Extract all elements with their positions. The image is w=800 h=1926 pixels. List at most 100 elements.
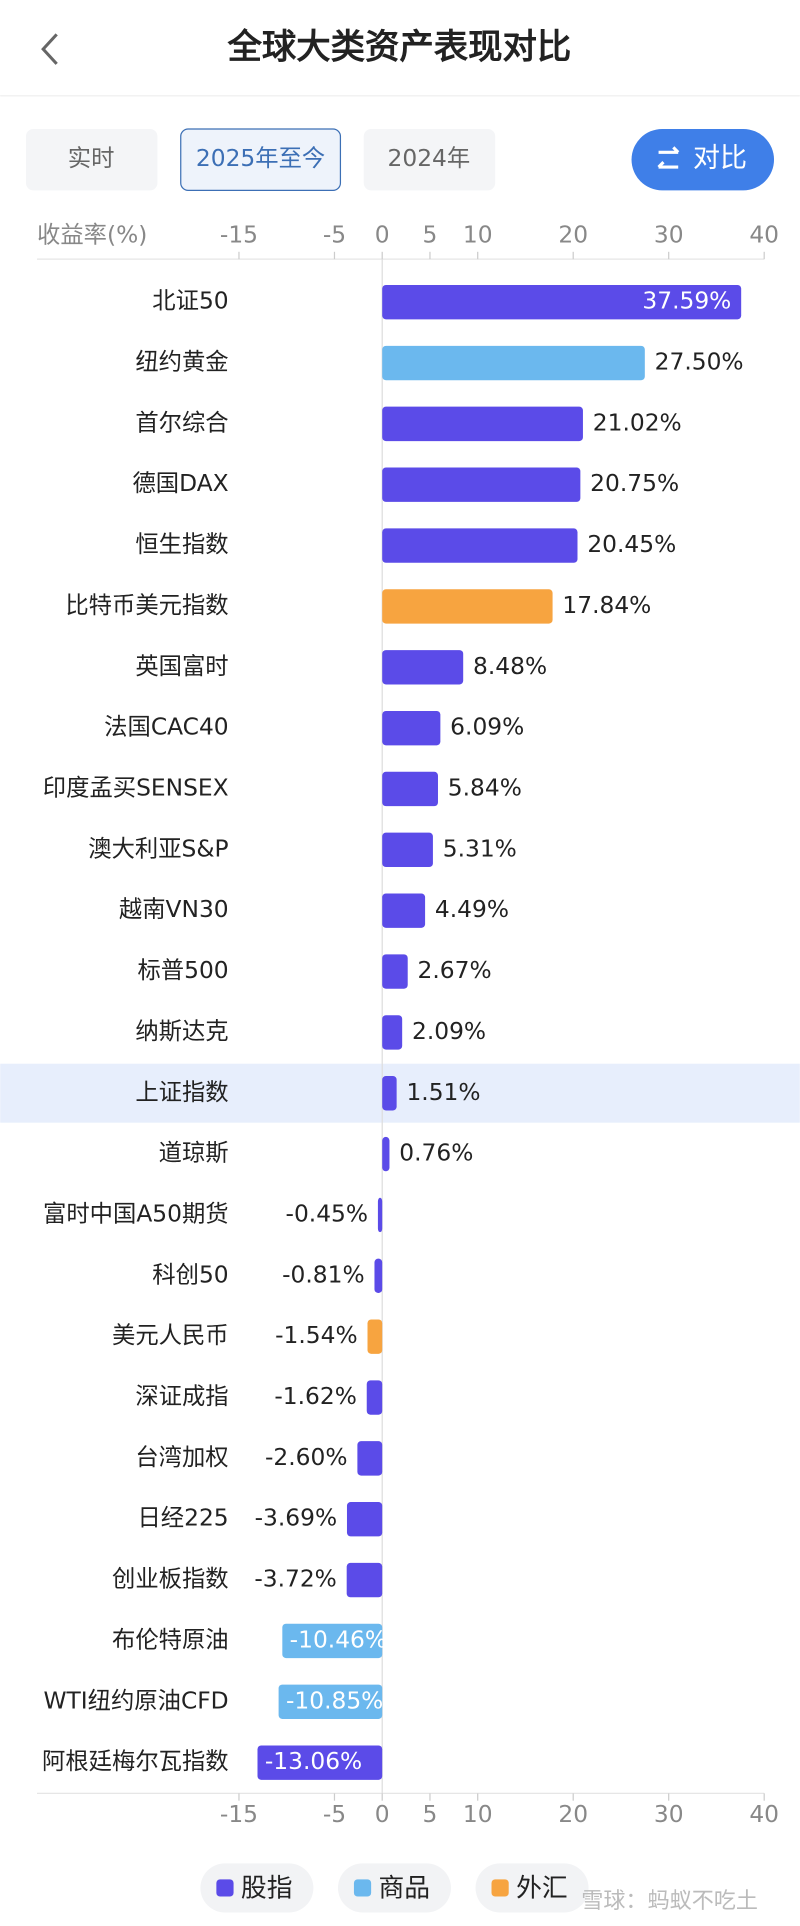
value-label: 27.50%: [655, 348, 744, 376]
category-label: 日经225: [137, 1504, 228, 1532]
value-label: 2.67%: [418, 956, 492, 984]
x-tick-label: 0: [375, 220, 390, 248]
value-label: -10.85%: [286, 1686, 383, 1714]
legend-swatch: [491, 1879, 509, 1897]
category-label: 纽约黄金: [135, 348, 228, 376]
category-label: 越南VN30: [119, 895, 229, 923]
x-tick-label: 30: [654, 220, 684, 248]
value-label: -1.62%: [274, 1382, 357, 1410]
x-tick-label: 0: [375, 1800, 390, 1828]
category-label: 深证成指: [135, 1382, 228, 1410]
value-label: 4.49%: [435, 895, 509, 923]
value-label: 20.75%: [590, 469, 679, 497]
bar: [382, 406, 583, 442]
bar: [382, 1076, 397, 1111]
category-label: WTI纽约原油CFD: [43, 1686, 228, 1714]
page-title: 全球大类资产表现对比: [227, 28, 572, 68]
value-label: 6.09%: [450, 713, 524, 741]
category-label: 法国CAC40: [104, 713, 228, 741]
legend-swatch: [353, 1879, 372, 1897]
bar: [257, 1745, 383, 1780]
tab-label[interactable]: 2025年至今: [196, 144, 325, 172]
tab[interactable]: [363, 128, 496, 191]
category-label: 阿根廷梅尔瓦指数: [42, 1747, 229, 1775]
x-tick-label: 10: [463, 220, 493, 248]
swap-icon: [657, 146, 680, 169]
legend-swatch: [216, 1879, 234, 1897]
category-label: 科创50: [152, 1260, 228, 1288]
value-label: 5.31%: [443, 834, 517, 862]
back-button[interactable]: [41, 33, 58, 65]
x-tick-label: -15: [220, 1800, 258, 1828]
bar: [382, 1136, 390, 1172]
bar: [382, 650, 464, 685]
x-tick-label: 40: [749, 1800, 779, 1828]
legend-box: [337, 1863, 451, 1913]
category-label: 纳斯达克: [135, 1017, 228, 1045]
bar: [382, 832, 433, 868]
value-label: -10.46%: [290, 1625, 387, 1653]
category-label: 恒生指数: [135, 530, 228, 558]
value-label: 21.02%: [593, 408, 682, 436]
bar: [382, 771, 438, 807]
category-label: 德国DAX: [132, 469, 228, 497]
value-label: -2.60%: [265, 1443, 348, 1471]
watermark: 雪球：蚂蚁不吃土: [581, 1888, 758, 1914]
category-label: 上证指数: [135, 1078, 228, 1106]
row-highlight: [0, 1063, 800, 1123]
value-label: 0.76%: [399, 1139, 473, 1167]
legend-box: [200, 1863, 314, 1913]
tab-label[interactable]: 2024年: [388, 144, 471, 172]
category-label: 创业板指数: [112, 1565, 229, 1593]
category-label: 布伦特原油: [112, 1625, 229, 1653]
compare-button[interactable]: [631, 128, 775, 191]
value-label: -13.06%: [265, 1747, 362, 1775]
category-label: 美元人民币: [112, 1321, 229, 1349]
bar: [374, 1258, 383, 1294]
category-label: 富时中国A50期货: [43, 1199, 229, 1227]
x-tick-label: -15: [220, 220, 258, 248]
bar: [382, 345, 645, 381]
tab[interactable]: [25, 128, 158, 191]
bar: [367, 1319, 383, 1354]
legend-label: 外汇: [516, 1874, 568, 1904]
legend-box: [475, 1863, 589, 1913]
bar: [366, 1380, 383, 1415]
axis-label: 收益率(%): [37, 220, 147, 248]
bar: [278, 1684, 383, 1719]
compare-label[interactable]: 对比: [693, 143, 747, 174]
category-label: 英国富时: [135, 652, 228, 680]
category-label: 首尔综合: [135, 408, 228, 436]
bar: [382, 954, 408, 989]
x-tick-label: -5: [323, 1800, 346, 1828]
x-tick-label: -5: [323, 220, 346, 248]
bar: [346, 1502, 383, 1537]
x-tick-label: 20: [558, 220, 588, 248]
bar: [357, 1441, 383, 1476]
value-label: 5.84%: [448, 773, 522, 801]
category-label: 澳大利亚S&P: [88, 834, 228, 862]
category-label: 台湾加权: [135, 1443, 228, 1471]
bar: [382, 710, 441, 746]
value-label: -0.45%: [286, 1199, 369, 1227]
bar: [346, 1562, 383, 1598]
tab-selected[interactable]: [180, 128, 342, 192]
category-label: 北证50: [152, 287, 228, 315]
bar: [382, 467, 581, 502]
value-label: 2.09%: [412, 1017, 486, 1045]
value-label: -3.72%: [254, 1565, 337, 1593]
bar: [382, 893, 426, 928]
category-label: 道琼斯: [159, 1139, 229, 1167]
value-label: 37.59%: [642, 287, 731, 315]
bar: [382, 284, 742, 320]
x-tick-label: 10: [463, 1800, 493, 1828]
bar: [382, 589, 553, 624]
x-tick-label: 5: [423, 1800, 438, 1828]
bar: [382, 528, 578, 563]
bar: [282, 1623, 383, 1659]
x-tick-label: 40: [749, 220, 779, 248]
x-tick-label: 5: [423, 220, 438, 248]
value-label: 20.45%: [587, 530, 676, 558]
tab-label[interactable]: 实时: [68, 144, 115, 172]
